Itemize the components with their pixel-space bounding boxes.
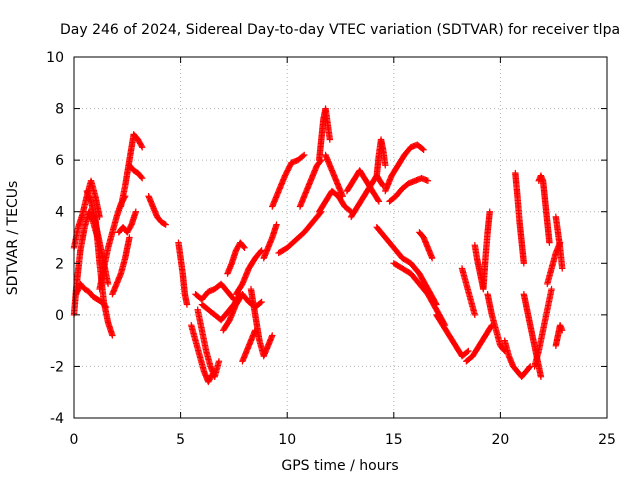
data-point bbox=[420, 146, 427, 154]
x-tick-label: 0 bbox=[70, 432, 79, 448]
data-point bbox=[258, 298, 265, 306]
data-point bbox=[138, 173, 145, 181]
data-point bbox=[299, 152, 307, 160]
data-point bbox=[132, 208, 140, 215]
series-arc-28 bbox=[315, 187, 355, 215]
series-arc-13 bbox=[188, 321, 216, 386]
series-arc-36 bbox=[416, 229, 436, 262]
x-tick-label: 20 bbox=[491, 432, 509, 448]
series-arc-37 bbox=[433, 311, 472, 360]
y-tick-label: 4 bbox=[55, 205, 64, 221]
data-point bbox=[471, 311, 479, 319]
x-axis-label: GPS time / hours bbox=[281, 458, 398, 474]
data-point bbox=[126, 234, 133, 241]
data-point bbox=[109, 332, 116, 339]
data-point bbox=[183, 301, 191, 308]
series-arc-31 bbox=[373, 136, 389, 179]
y-tick-label: 6 bbox=[55, 153, 64, 169]
y-tick-label: -2 bbox=[50, 359, 64, 375]
series-arc-25 bbox=[296, 156, 325, 210]
series-arc-08 bbox=[117, 131, 146, 210]
data-point bbox=[520, 260, 528, 267]
series-arc-39 bbox=[463, 321, 496, 365]
chart-title: Day 246 of 2024, Sidereal Day-to-day VTE… bbox=[60, 22, 620, 38]
data-point bbox=[138, 142, 145, 150]
x-tick-label: 5 bbox=[176, 432, 185, 448]
data-point bbox=[257, 299, 264, 307]
data-points bbox=[70, 105, 566, 386]
data-point bbox=[139, 144, 146, 151]
series-arc-24 bbox=[275, 208, 325, 257]
data-point bbox=[257, 248, 264, 255]
data-point bbox=[382, 162, 389, 169]
series-arc-42 bbox=[484, 291, 508, 355]
series-arc-14 bbox=[194, 306, 223, 380]
data-point bbox=[240, 243, 247, 250]
y-axis-label: SDTVAR / TECUs bbox=[5, 181, 21, 296]
data-point bbox=[229, 295, 237, 302]
x-tick-label: 15 bbox=[385, 432, 403, 448]
series-arc-44 bbox=[512, 169, 528, 267]
x-tick-label: 10 bbox=[278, 432, 296, 448]
series-arc-18 bbox=[224, 239, 248, 277]
data-point bbox=[269, 332, 276, 339]
plot-frame bbox=[73, 56, 608, 419]
data-point bbox=[326, 136, 334, 143]
series-arc-38 bbox=[458, 265, 479, 319]
series-arc-12 bbox=[175, 239, 191, 308]
data-point bbox=[139, 174, 146, 182]
data-point bbox=[419, 145, 426, 153]
series-arc-47 bbox=[531, 285, 555, 370]
y-tick-label: -4 bbox=[50, 411, 64, 427]
data-point bbox=[379, 181, 386, 188]
series-arc-09 bbox=[126, 162, 146, 182]
data-point bbox=[526, 364, 533, 371]
series-arc-43 bbox=[501, 337, 534, 380]
series-arc-16 bbox=[192, 280, 238, 303]
series-arc-07 bbox=[109, 234, 133, 298]
series-arc-21 bbox=[247, 285, 276, 360]
series-arc-10 bbox=[115, 208, 140, 236]
data-point bbox=[464, 348, 471, 356]
y-tick-label: 2 bbox=[55, 256, 64, 272]
series-arc-01 bbox=[70, 177, 103, 252]
data-point bbox=[486, 208, 493, 215]
x-tick-label: 25 bbox=[598, 432, 616, 448]
series-arc-49 bbox=[552, 213, 566, 272]
y-tick-label: 0 bbox=[55, 308, 64, 324]
data-point bbox=[104, 280, 112, 288]
series-arc-27 bbox=[322, 151, 346, 200]
data-point bbox=[241, 244, 248, 252]
data-point bbox=[537, 373, 545, 380]
data-point bbox=[161, 220, 168, 228]
data-point bbox=[215, 358, 223, 365]
data-point bbox=[559, 265, 566, 272]
series-arc-26 bbox=[315, 105, 334, 164]
series-arc-46 bbox=[535, 172, 553, 246]
data-point bbox=[374, 197, 382, 204]
data-point bbox=[428, 254, 436, 262]
y-tick-label: 10 bbox=[46, 50, 64, 66]
series-arc-23 bbox=[269, 151, 308, 210]
data-point bbox=[301, 151, 308, 159]
y-tick-label: 8 bbox=[55, 102, 64, 118]
series-arc-50 bbox=[552, 321, 566, 349]
series-arc-22 bbox=[260, 221, 280, 262]
axis-ticks: 0 5 10 15 20 25 -4 -2 0 2 4 6 8 10 bbox=[46, 50, 616, 448]
series-arc-41 bbox=[480, 208, 493, 293]
data-point bbox=[424, 177, 432, 184]
grid-lines bbox=[74, 57, 607, 418]
data-point bbox=[465, 347, 472, 355]
data-point bbox=[162, 221, 169, 228]
data-point bbox=[273, 221, 280, 228]
data-point bbox=[548, 285, 555, 293]
data-point bbox=[375, 198, 383, 205]
data-point bbox=[559, 327, 566, 334]
series-arc-11 bbox=[145, 193, 169, 228]
data-point bbox=[546, 239, 553, 246]
series-arc-33 bbox=[386, 174, 432, 205]
series-arc-32 bbox=[382, 141, 427, 195]
